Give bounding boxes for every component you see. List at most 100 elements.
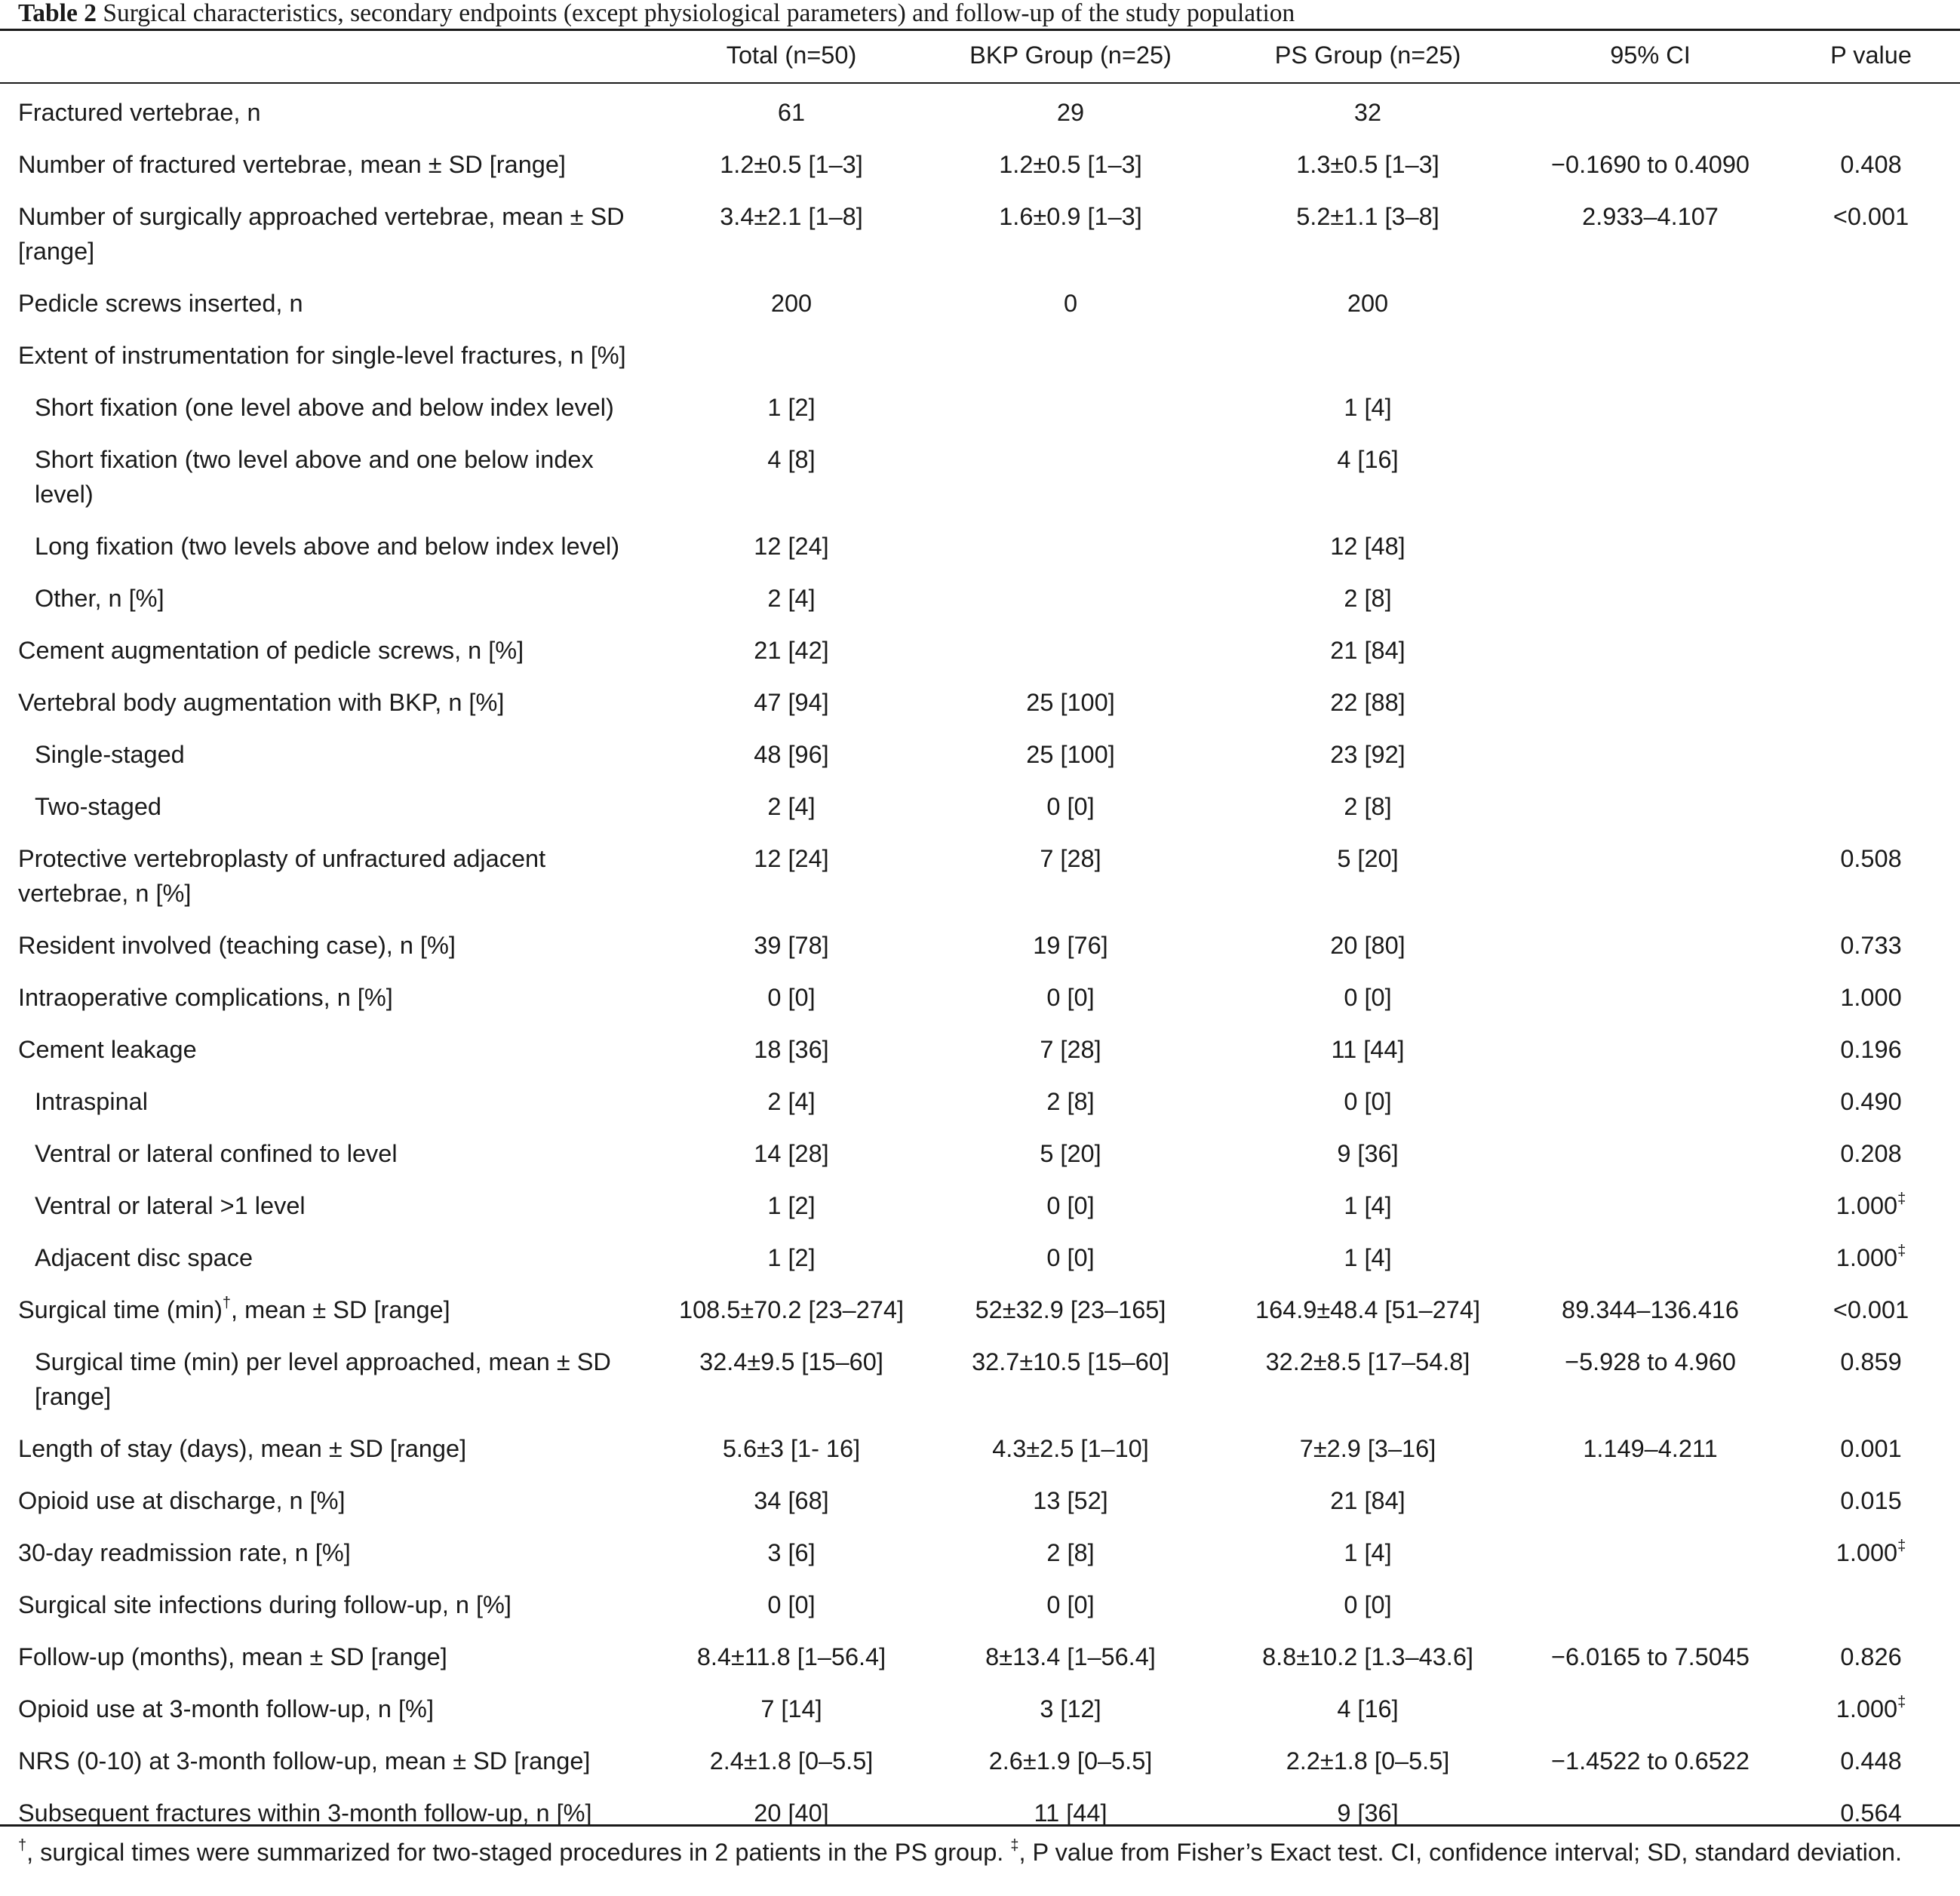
cell-ci-value: −6.0165 to 7.5045: [1551, 1643, 1750, 1670]
cell-total-value: 0 [0]: [767, 984, 816, 1011]
cell-ci: [1519, 1227, 1782, 1279]
row-label: Protective vertebroplasty of unfractured…: [0, 828, 659, 914]
cell-ci: 1.149–4.211: [1519, 1418, 1782, 1470]
row-label: Adjacent disc space: [0, 1227, 659, 1279]
cell-bkp-value: 25 [100]: [1026, 689, 1115, 716]
cell-ps: 21 [84]: [1217, 619, 1519, 671]
cell-bkp-value: 0 [0]: [1046, 793, 1095, 820]
row-label-text: Number of fractured vertebrae, mean ± SD…: [18, 151, 566, 178]
cell-ps-value: 164.9±48.4 [51–274]: [1255, 1296, 1480, 1323]
cell-bkp: 0 [0]: [924, 966, 1217, 1019]
row-label: Intraspinal: [0, 1071, 659, 1123]
row-label: Ventral or lateral confined to level: [0, 1123, 659, 1175]
cell-p: 0.826: [1782, 1626, 1960, 1678]
row-label: Fractured vertebrae, n: [0, 81, 659, 134]
cell-ci: [1519, 429, 1782, 515]
cell-bkp-value: 0 [0]: [1046, 1192, 1095, 1219]
cell-bkp: [924, 567, 1217, 619]
cell-bkp: 2.6±1.9 [0–5.5]: [924, 1730, 1217, 1782]
table-row: Surgical time (min)†, mean ± SD [range] 1…: [0, 1279, 1960, 1331]
table-row: Two-staged 2 [4] 0 [0] 2 [8]: [0, 776, 1960, 828]
cell-bkp-value: 7 [28]: [1040, 845, 1101, 872]
cell-bkp: 52±32.9 [23–165]: [924, 1279, 1217, 1331]
cell-total: 0 [0]: [659, 966, 924, 1019]
cell-total-value: 48 [96]: [754, 741, 829, 768]
cell-total-value: 2 [4]: [767, 793, 816, 820]
table-row: Number of surgically approached vertebra…: [0, 186, 1960, 272]
row-label: Ventral or lateral >1 level: [0, 1175, 659, 1227]
cell-total: 4 [8]: [659, 429, 924, 515]
cell-total: 1 [2]: [659, 1175, 924, 1227]
cell-ps: 1 [4]: [1217, 1227, 1519, 1279]
cell-bkp: 25 [100]: [924, 671, 1217, 724]
cell-bkp-value: 7 [28]: [1040, 1036, 1101, 1063]
cell-ps: 8.8±10.2 [1.3–43.6]: [1217, 1626, 1519, 1678]
cell-ps: 23 [92]: [1217, 724, 1519, 776]
cell-total-value: 1 [2]: [767, 1244, 816, 1271]
cell-ci: [1519, 81, 1782, 134]
table-caption-label: Table 2: [18, 0, 97, 27]
cell-total-value: 39 [78]: [754, 932, 829, 959]
cell-ci: −0.1690 to 0.4090: [1519, 134, 1782, 186]
cell-bkp-value: 0: [1063, 290, 1078, 317]
row-label-text: NRS (0-10) at 3-month follow-up, mean ± …: [18, 1747, 591, 1775]
row-label: Subsequent fractures within 3-month foll…: [0, 1782, 659, 1834]
cell-ps: 32.2±8.5 [17–54.8]: [1217, 1331, 1519, 1418]
cell-bkp-value: 8±13.4 [1–56.4]: [985, 1643, 1156, 1670]
cell-p: [1782, 324, 1960, 376]
row-label-text: Single-staged: [35, 741, 185, 768]
cell-bkp-value: 11 [44]: [1034, 1799, 1107, 1827]
table-row: Single-staged 48 [96] 25 [100] 23 [92]: [0, 724, 1960, 776]
cell-ps-value: 2 [8]: [1344, 585, 1392, 612]
cell-p: 0.448: [1782, 1730, 1960, 1782]
cell-ps-value: 7±2.9 [3–16]: [1299, 1435, 1436, 1462]
cell-bkp: [924, 515, 1217, 567]
cell-ps-value: 0 [0]: [1344, 1088, 1392, 1115]
cell-p-value: 0.508: [1840, 845, 1902, 872]
table-row: Protective vertebroplasty of unfractured…: [0, 828, 1960, 914]
cell-ps: 22 [88]: [1217, 671, 1519, 724]
row-label-text: Ventral or lateral >1 level: [35, 1192, 306, 1219]
cell-bkp: 3 [12]: [924, 1678, 1217, 1730]
cell-total-value: 7 [14]: [760, 1695, 822, 1722]
cell-bkp-value: 0 [0]: [1046, 1591, 1095, 1618]
cell-bkp: 0 [0]: [924, 1175, 1217, 1227]
cell-ps-value: 0 [0]: [1344, 1591, 1392, 1618]
cell-p: [1782, 1574, 1960, 1626]
cell-ps: 1 [4]: [1217, 1175, 1519, 1227]
cell-p: 1.000‡: [1782, 1678, 1960, 1730]
cell-total: 3.4±2.1 [1–8]: [659, 186, 924, 272]
cell-total-value: 14 [28]: [754, 1140, 829, 1167]
cell-ps-value: 4 [16]: [1337, 446, 1399, 473]
row-label-text: Subsequent fractures within 3-month foll…: [18, 1799, 592, 1827]
cell-ps-value: 2.2±1.8 [0–5.5]: [1286, 1747, 1450, 1775]
cell-p-value: 1.000: [1836, 1192, 1898, 1219]
cell-total: 0 [0]: [659, 1574, 924, 1626]
table-caption: Table 2 Surgical characteristics, second…: [18, 0, 1949, 27]
row-label-text: Intraoperative complications, n [%]: [18, 984, 393, 1011]
cell-bkp-value: 29: [1056, 99, 1085, 126]
results-table: Total (n=50) BKP Group (n=25) PS Group (…: [0, 29, 1960, 1834]
cell-bkp: 11 [44]: [924, 1782, 1217, 1834]
cell-bkp-value: 13 [52]: [1033, 1487, 1108, 1514]
cell-total: 5.6±3 [1- 16]: [659, 1418, 924, 1470]
cell-p: <0.001: [1782, 1279, 1960, 1331]
cell-total-value: 61: [777, 99, 806, 126]
cell-total: 2 [4]: [659, 1071, 924, 1123]
cell-bkp: 0 [0]: [924, 1574, 1217, 1626]
table-row: Pedicle screws inserted, n 200 0 200: [0, 272, 1960, 324]
row-label: Surgical time (min) per level approached…: [0, 1331, 659, 1418]
cell-ci: −6.0165 to 7.5045: [1519, 1626, 1782, 1678]
cell-bkp: 32.7±10.5 [15–60]: [924, 1331, 1217, 1418]
table-row: Extent of instrumentation for single-lev…: [0, 324, 1960, 376]
cell-bkp: 25 [100]: [924, 724, 1217, 776]
cell-p: 0.733: [1782, 914, 1960, 966]
row-label-footnote-mark: †: [222, 1295, 232, 1311]
cell-total-value: 1.2±0.5 [1–3]: [720, 151, 863, 178]
row-label: Extent of instrumentation for single-lev…: [0, 324, 659, 376]
cell-total: 48 [96]: [659, 724, 924, 776]
cell-ci-value: −5.928 to 4.960: [1565, 1348, 1736, 1375]
cell-ps: 0 [0]: [1217, 1574, 1519, 1626]
cell-p-value: 0.826: [1840, 1643, 1902, 1670]
cell-ps-value: 5 [20]: [1337, 845, 1399, 872]
